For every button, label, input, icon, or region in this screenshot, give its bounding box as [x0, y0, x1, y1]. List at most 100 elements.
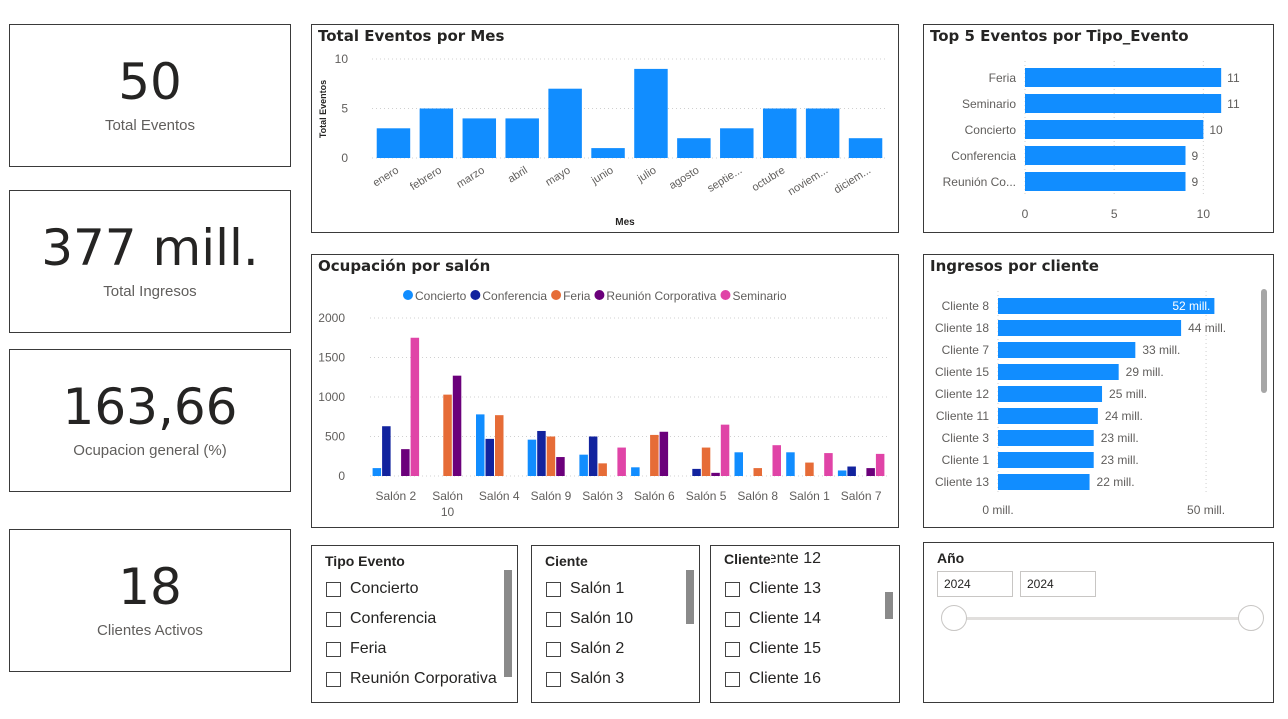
- bar-Cliente 1[interactable]: [998, 452, 1094, 468]
- bar-Conferencia-Salón 3[interactable]: [588, 436, 598, 477]
- bar-Feria-Salón 3[interactable]: [598, 463, 607, 476]
- bar-Seminario-Salón 5[interactable]: [720, 424, 730, 476]
- bar-Feria-Salón 8[interactable]: [753, 468, 763, 476]
- checkbox[interactable]: [725, 671, 740, 687]
- bar-Concierto-Salón 9[interactable]: [527, 439, 537, 476]
- slicer-option[interactable]: Concierto: [326, 574, 499, 604]
- bar-agosto[interactable]: [677, 138, 711, 158]
- chart-top5-tipo-evento[interactable]: Top 5 Eventos por Tipo_Evento 0 5 10 Feria 1…: [923, 24, 1274, 233]
- checkbox[interactable]: [546, 611, 561, 627]
- bar-Cliente 3[interactable]: [998, 430, 1094, 446]
- bar-Concierto-Salón 8[interactable]: [734, 452, 744, 476]
- bar-noviem...[interactable]: [805, 108, 840, 159]
- occupancy-bar-chart[interactable]: Concierto Conferencia Feria Reunión Corpora…: [312, 255, 898, 527]
- bar-junio[interactable]: [591, 148, 625, 158]
- slicer-option[interactable]: Reunión Corporativa: [326, 664, 499, 694]
- bar-Seminario-Salón 8[interactable]: [772, 445, 782, 476]
- bar-Conferencia-Salón 4[interactable]: [485, 438, 495, 476]
- slicer-scrollbar[interactable]: [885, 592, 893, 619]
- bar-Concierto-Salón 7[interactable]: [837, 470, 847, 476]
- bar-Cliente 7[interactable]: [998, 342, 1136, 358]
- bar-Conferencia[interactable]: [1025, 146, 1186, 165]
- year-from-input[interactable]: 2024: [937, 571, 1013, 597]
- slicer-option[interactable]: Cliente 15: [725, 634, 881, 664]
- bar-Cliente 12[interactable]: [998, 386, 1103, 402]
- chart-ocupacion-por-salon[interactable]: Ocupación por salón Concierto Conferencia…: [311, 254, 899, 528]
- checkbox[interactable]: [725, 581, 740, 597]
- legend-label[interactable]: Conferencia: [482, 289, 547, 303]
- bar-Cliente 18[interactable]: [998, 320, 1182, 336]
- bar-Seminario-Salón 3[interactable]: [617, 447, 626, 476]
- bar-septie...[interactable]: [720, 128, 754, 158]
- checkbox[interactable]: [326, 671, 341, 687]
- income-scrollbar[interactable]: [1261, 289, 1267, 393]
- year-slider-track[interactable]: [954, 617, 1249, 620]
- bar-Conferencia-Salón 5[interactable]: [692, 468, 701, 476]
- monthly-bar-chart[interactable]: 0 5 10 Total Eventos Mes enero febrero marzo abr…: [312, 25, 898, 232]
- slicer-option[interactable]: Salón 2: [546, 634, 681, 664]
- bar-Cliente 8[interactable]: [998, 298, 1215, 314]
- bar-diciem...[interactable]: [848, 138, 883, 158]
- slicer-option[interactable]: Cliente 13: [725, 574, 881, 604]
- bar-Feria-Salón 6[interactable]: [650, 434, 659, 476]
- bar-Concierto-Salón 4[interactable]: [476, 414, 485, 476]
- bar-Feria-Salón 10[interactable]: [443, 394, 452, 476]
- checkbox[interactable]: [725, 611, 740, 627]
- bar-Reunión Corporativa-Salón 5[interactable]: [711, 472, 720, 476]
- bar-Seminario-Salón 7[interactable]: [875, 453, 885, 476]
- bar-Seminario-Salón 1[interactable]: [824, 453, 833, 476]
- bar-Feria-Salón 4[interactable]: [495, 415, 504, 476]
- chart-ingresos-por-cliente[interactable]: Ingresos por cliente 0 mill. 50 mill. Clie…: [923, 254, 1274, 528]
- slicer-option[interactable]: Cliente 14: [725, 604, 881, 634]
- slicer-scrollbar[interactable]: [686, 570, 694, 624]
- slicer-option[interactable]: Salón 3: [546, 664, 681, 694]
- slicer-option[interactable]: Feria: [326, 634, 499, 664]
- bar-Cliente 15[interactable]: [998, 364, 1119, 380]
- bar-Concierto-Salón 2[interactable]: [372, 468, 382, 476]
- bar-marzo[interactable]: [462, 118, 497, 158]
- bar-Reunión Corporativa-Salón 9[interactable]: [556, 457, 565, 476]
- checkbox[interactable]: [546, 581, 561, 597]
- checkbox[interactable]: [326, 611, 341, 627]
- bar-Conferencia-Salón 9[interactable]: [537, 430, 546, 476]
- bar-Feria-Salón 5[interactable]: [701, 447, 711, 476]
- bar-Cliente 11[interactable]: [998, 408, 1098, 424]
- top5-bar-chart[interactable]: 0 5 10 Feria 11 Seminario 11 Concierto 10 Confere…: [924, 25, 1273, 232]
- checkbox[interactable]: [326, 581, 341, 597]
- checkbox[interactable]: [326, 641, 341, 657]
- bar-mayo[interactable]: [548, 88, 582, 158]
- bar-Reunión Corporativa-Salón 2[interactable]: [401, 449, 410, 476]
- year-slider-start-handle[interactable]: [941, 605, 967, 631]
- bar-Feria-Salón 9[interactable]: [546, 436, 556, 477]
- legend-label[interactable]: Concierto: [415, 289, 467, 303]
- bar-julio[interactable]: [634, 68, 668, 158]
- slicer-option[interactable]: Cliente 16: [725, 664, 881, 694]
- bar-Seminario[interactable]: [1025, 94, 1222, 113]
- income-bar-chart[interactable]: 0 mill. 50 mill. Cliente 8 52 mill. Cliente …: [924, 255, 1273, 527]
- year-slider-end-handle[interactable]: [1238, 605, 1264, 631]
- checkbox[interactable]: [546, 641, 561, 657]
- slicer-option[interactable]: Salón 1: [546, 574, 681, 604]
- bar-Conferencia-Salón 2[interactable]: [382, 426, 391, 476]
- bar-Concierto-Salón 3[interactable]: [579, 454, 588, 476]
- slicer-option[interactable]: Conferencia: [326, 604, 499, 634]
- checkbox[interactable]: [725, 641, 740, 657]
- bar-Concierto[interactable]: [1025, 120, 1204, 139]
- bar-Feria[interactable]: [1025, 68, 1222, 87]
- bar-febrero[interactable]: [419, 108, 454, 159]
- legend-label[interactable]: Feria: [563, 289, 591, 303]
- legend-label[interactable]: Reunión Corporativa: [606, 289, 716, 303]
- bar-Seminario-Salón 2[interactable]: [410, 337, 420, 476]
- bar-Cliente 13[interactable]: [998, 474, 1090, 490]
- chart-total-eventos-por-mes[interactable]: Total Eventos por Mes 0 5 10 Total Eventos M…: [311, 24, 899, 233]
- slicer-scrollbar[interactable]: [504, 570, 512, 677]
- slicer-option[interactable]: Salón 10: [546, 604, 681, 634]
- bar-Reunión Corporativa-Salón 10[interactable]: [452, 375, 462, 476]
- legend-label[interactable]: Seminario: [732, 289, 786, 303]
- bar-Concierto-Salón 1[interactable]: [786, 452, 795, 476]
- bar-octubre[interactable]: [762, 108, 797, 159]
- bar-Conferencia-Salón 7[interactable]: [847, 466, 856, 476]
- bar-Reunión Corporativa-Salón 7[interactable]: [866, 468, 875, 476]
- bar-enero[interactable]: [376, 128, 411, 158]
- bar-Concierto-Salón 6[interactable]: [631, 467, 640, 476]
